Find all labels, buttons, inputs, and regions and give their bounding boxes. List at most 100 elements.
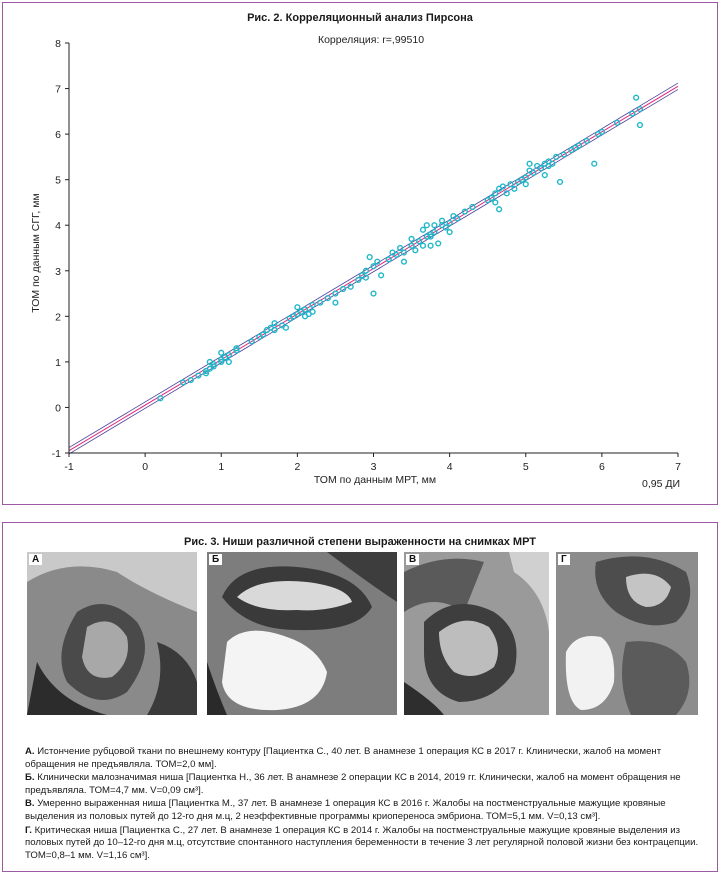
data-point: [378, 272, 385, 279]
y-tick-label: 0: [55, 402, 61, 414]
y-tick-label: 8: [55, 38, 61, 50]
caption-b-key: Б.: [25, 772, 35, 784]
data-point: [431, 222, 438, 229]
data-point: [400, 258, 408, 265]
y-tick-label: -1: [52, 448, 61, 460]
caption-a-text: Истончение рубцовой ткани по внешнему ко…: [25, 746, 662, 770]
data-point: [553, 153, 560, 160]
data-point: [545, 162, 552, 170]
caption-d-key: Г.: [25, 824, 32, 836]
data-point: [355, 276, 362, 283]
data-point: [613, 119, 621, 126]
data-point: [324, 295, 331, 302]
data-point: [591, 160, 598, 167]
data-point: [461, 208, 468, 215]
data-point: [374, 258, 381, 265]
caption-d-text: Критическая ниша [Пациентка С., 27 лет. …: [25, 824, 699, 861]
data-point: [294, 304, 301, 311]
x-tick-label: 3: [371, 461, 377, 473]
image-label-a: А: [29, 554, 43, 565]
data-point: [412, 247, 419, 254]
data-point: [195, 372, 202, 379]
data-point: [488, 194, 495, 201]
data-point: [526, 160, 533, 167]
data-point: [370, 263, 377, 270]
figure-3-panel: Рис. 3. Ниши различной степени выраженно…: [2, 522, 718, 872]
scatter-chart: -1 0 1 2 3 4 5 6 7 -1 0 1 2 3 4 5 6 7 8 Корреляция: r=,995…: [30, 34, 681, 490]
data-point: [180, 379, 187, 386]
data-points: [157, 94, 644, 402]
data-point: [210, 361, 217, 368]
data-point: [339, 285, 347, 293]
x-tick-label: 6: [599, 461, 605, 473]
figure-3-captions: А. Истончение рубцовой ткани по внешнему…: [25, 746, 705, 863]
correlation-annotation: Корреляция: r=,99510: [318, 34, 424, 46]
data-point: [507, 181, 514, 188]
data-point: [454, 215, 461, 222]
data-point: [233, 347, 240, 354]
data-point: [317, 299, 324, 306]
data-point: [397, 244, 404, 252]
y-tick-label: 1: [55, 357, 61, 369]
y-tick-label: 6: [55, 129, 61, 141]
mri-image-d: Г: [556, 552, 698, 715]
data-point: [202, 370, 210, 377]
data-point: [492, 199, 499, 206]
data-point: [556, 178, 564, 186]
data-point: [419, 242, 427, 249]
data-point: [541, 172, 548, 179]
data-point: [370, 290, 377, 297]
mri-image-c: В: [404, 552, 549, 715]
data-point: [629, 110, 636, 117]
data-point: [260, 331, 267, 338]
x-tick-label: -1: [64, 461, 73, 473]
x-tick-label: 1: [218, 461, 224, 473]
data-point: [636, 105, 644, 113]
data-point: [499, 183, 507, 190]
data-point: [583, 137, 590, 145]
x-tick-label: 4: [447, 461, 453, 473]
data-point: [157, 395, 164, 402]
data-point: [446, 219, 453, 227]
image-label-d: Г: [558, 554, 570, 565]
ci-upper-line: [68, 82, 679, 448]
data-point: [309, 301, 316, 309]
data-point: [210, 363, 217, 370]
data-point: [633, 94, 640, 101]
data-point: [575, 142, 583, 149]
data-point: [362, 267, 369, 274]
y-tick-label: 5: [55, 175, 61, 187]
data-point: [218, 358, 225, 365]
caption-a-key: А.: [25, 746, 35, 757]
mri-image-b: Б: [207, 552, 397, 715]
data-point: [332, 299, 339, 306]
data-point: [598, 128, 605, 135]
data-point: [530, 169, 537, 176]
data-point: [636, 121, 644, 129]
ci-label: 0,95 ДИ: [642, 478, 680, 490]
data-point: [271, 326, 278, 334]
data-point: [416, 238, 423, 245]
data-point: [427, 233, 434, 240]
data-point: [522, 174, 529, 181]
figure-3-title: Рис. 3. Ниши различной степени выраженно…: [183, 536, 536, 548]
figure-2-panel: Рис. 2. Корреляционный анализ Пирсона -1…: [2, 2, 718, 505]
x-tick-label: 0: [142, 461, 148, 473]
data-point: [419, 226, 427, 233]
data-point: [393, 251, 400, 258]
data-point: [522, 181, 529, 188]
data-point: [431, 228, 438, 236]
data-point: [537, 165, 545, 172]
caption-c-key: В.: [25, 798, 35, 810]
data-point: [446, 228, 453, 236]
y-tick-label: 7: [55, 84, 61, 96]
figure-2-title: Рис. 2. Корреляционный анализ Пирсона: [247, 12, 473, 24]
y-axis-label: ТОМ по данным СГГ, мм: [30, 193, 42, 312]
image-label-c: В: [406, 554, 420, 565]
data-point: [423, 222, 430, 229]
image-label-b: Б: [209, 554, 223, 565]
ci-lower-line: [68, 89, 679, 455]
data-point: [366, 254, 373, 261]
data-point: [427, 242, 434, 249]
data-point: [332, 290, 339, 297]
